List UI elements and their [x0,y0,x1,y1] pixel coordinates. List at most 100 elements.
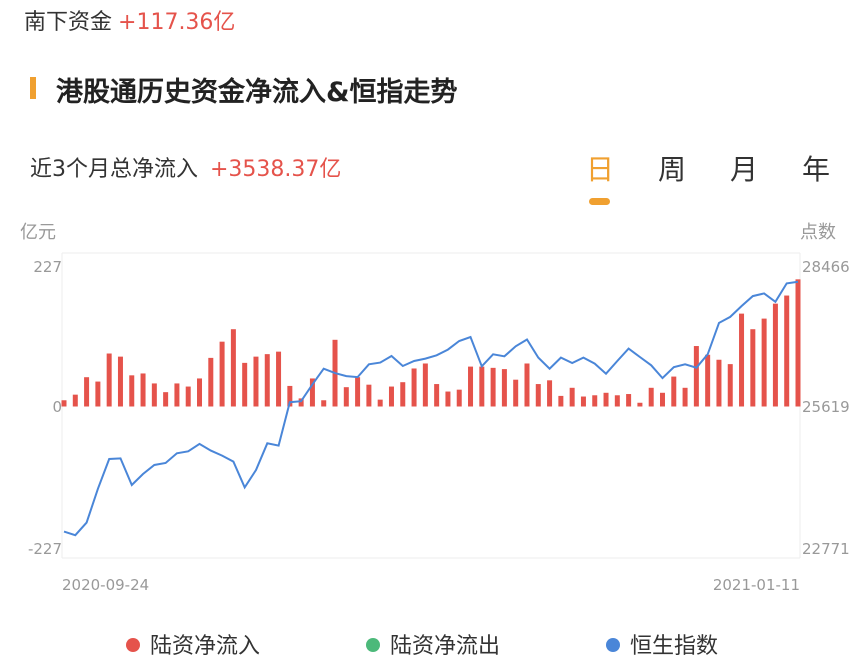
inflow-bar [411,368,417,407]
inflow-bar [343,387,349,407]
inflow-bar [72,394,78,407]
tab-week[interactable]: 周 [657,153,686,186]
section-title: 港股通历史资金净流入&恒指走势 [56,77,458,108]
left-tick-bottom: -227 [28,540,62,558]
inflow-bar [84,377,90,407]
inflow-bar [750,329,756,407]
inflow-bar [739,313,745,407]
summary-value: +3538.37亿 [210,157,342,182]
active-tab-indicator [589,198,610,205]
inflow-bar [434,384,440,407]
inflow-bar [671,376,677,407]
inflow-bar [140,373,146,407]
inflow-bar [129,375,135,407]
inflow-bar [174,383,180,407]
southbound-value: +117.36亿 [118,10,236,35]
inflow-bar [117,356,123,407]
inflow-bar [580,396,586,407]
legend-hsi[interactable]: 恒生指数 [606,628,718,660]
inflow-bar [490,367,496,407]
inflow-bars [61,279,801,407]
inflow-bar [603,392,609,407]
inflow-bar [264,354,270,407]
southbound-funds: 南下资金 +117.36亿 [24,4,235,36]
inflow-bar [151,383,157,407]
tab-month[interactable]: 月 [729,153,758,186]
section-accent-bar [30,77,36,99]
inflow-bar [106,353,112,407]
hsi-dot-icon [606,638,620,652]
inflow-bar [626,394,632,407]
inflow-bar [208,357,214,407]
inflow-bar [163,392,169,407]
inflow-bar [761,318,767,407]
inflow-bar [727,364,733,407]
inflow-bar [558,395,564,407]
inflow-bar [321,400,327,407]
right-tick-mid: 25619 [802,398,850,416]
inflow-bar [61,400,67,407]
right-tick-top: 28466 [802,258,850,276]
outflow-dot-icon [366,638,380,652]
inflow-bar [468,366,474,407]
inflow-bar [795,279,801,407]
inflow-bar [242,362,248,407]
southbound-label: 南下资金 [24,10,113,35]
legend-hsi-label: 恒生指数 [630,634,719,659]
hsi-line [63,280,799,537]
tab-year[interactable]: 年 [801,153,830,186]
inflow-bar [535,384,541,407]
inflow-bar [400,382,406,407]
inflow-bar [569,387,575,407]
inflow-bar [230,329,236,407]
inflow-bar [219,341,225,407]
inflow-bar [309,378,315,407]
inflow-bar [784,295,790,407]
inflow-bar [298,398,304,407]
fund-flow-chart: 227 0 -227 28466 25619 22771 2020-09-24 … [28,252,850,594]
inflow-bar [705,354,711,407]
inflow-bar [501,369,507,407]
inflow-bar [513,379,519,407]
inflow-bar [524,363,530,407]
inflow-bar [614,395,620,407]
inflow-bar [682,387,688,407]
legend-outflow[interactable]: 陆资净流出 [366,628,500,660]
inflow-bar [366,384,372,407]
legend-outflow-label: 陆资净流出 [390,634,501,659]
summary-label: 近3个月总净流入 [30,157,198,182]
inflow-bar [648,387,654,407]
inflow-bar [445,391,451,407]
legend-inflow[interactable]: 陆资净流入 [126,628,260,660]
inflow-bar [276,351,282,407]
inflow-bar [772,303,778,407]
inflow-bar [479,366,485,407]
inflow-bar [253,356,259,407]
inflow-bar [95,381,101,407]
inflow-bar [637,402,643,407]
left-axis-unit: 亿元 [20,222,56,243]
inflow-bar [659,392,665,407]
inflow-bar [592,395,598,407]
inflow-bar [197,378,203,407]
x-label-start: 2020-09-24 [62,576,149,594]
inflow-bar [355,377,361,407]
tab-day[interactable]: 日 [585,153,614,186]
x-label-end: 2021-01-11 [713,576,800,594]
inflow-bar [547,380,553,407]
inflow-bar [716,359,722,407]
inflow-bar [185,386,191,407]
inflow-bar [287,385,293,407]
inflow-bar [693,346,699,407]
inflow-bar [388,386,394,407]
legend-inflow-label: 陆资净流入 [150,634,261,659]
inflow-bar [456,389,462,407]
left-tick-zero: 0 [52,398,62,416]
right-tick-bottom: 22771 [802,540,850,558]
inflow-dot-icon [126,638,140,652]
left-tick-top: 227 [33,258,62,276]
summary-net-inflow: 近3个月总净流入 +3538.37亿 [30,151,341,183]
inflow-bar [377,399,383,407]
right-axis-unit: 点数 [800,222,836,243]
inflow-bar [422,363,428,407]
